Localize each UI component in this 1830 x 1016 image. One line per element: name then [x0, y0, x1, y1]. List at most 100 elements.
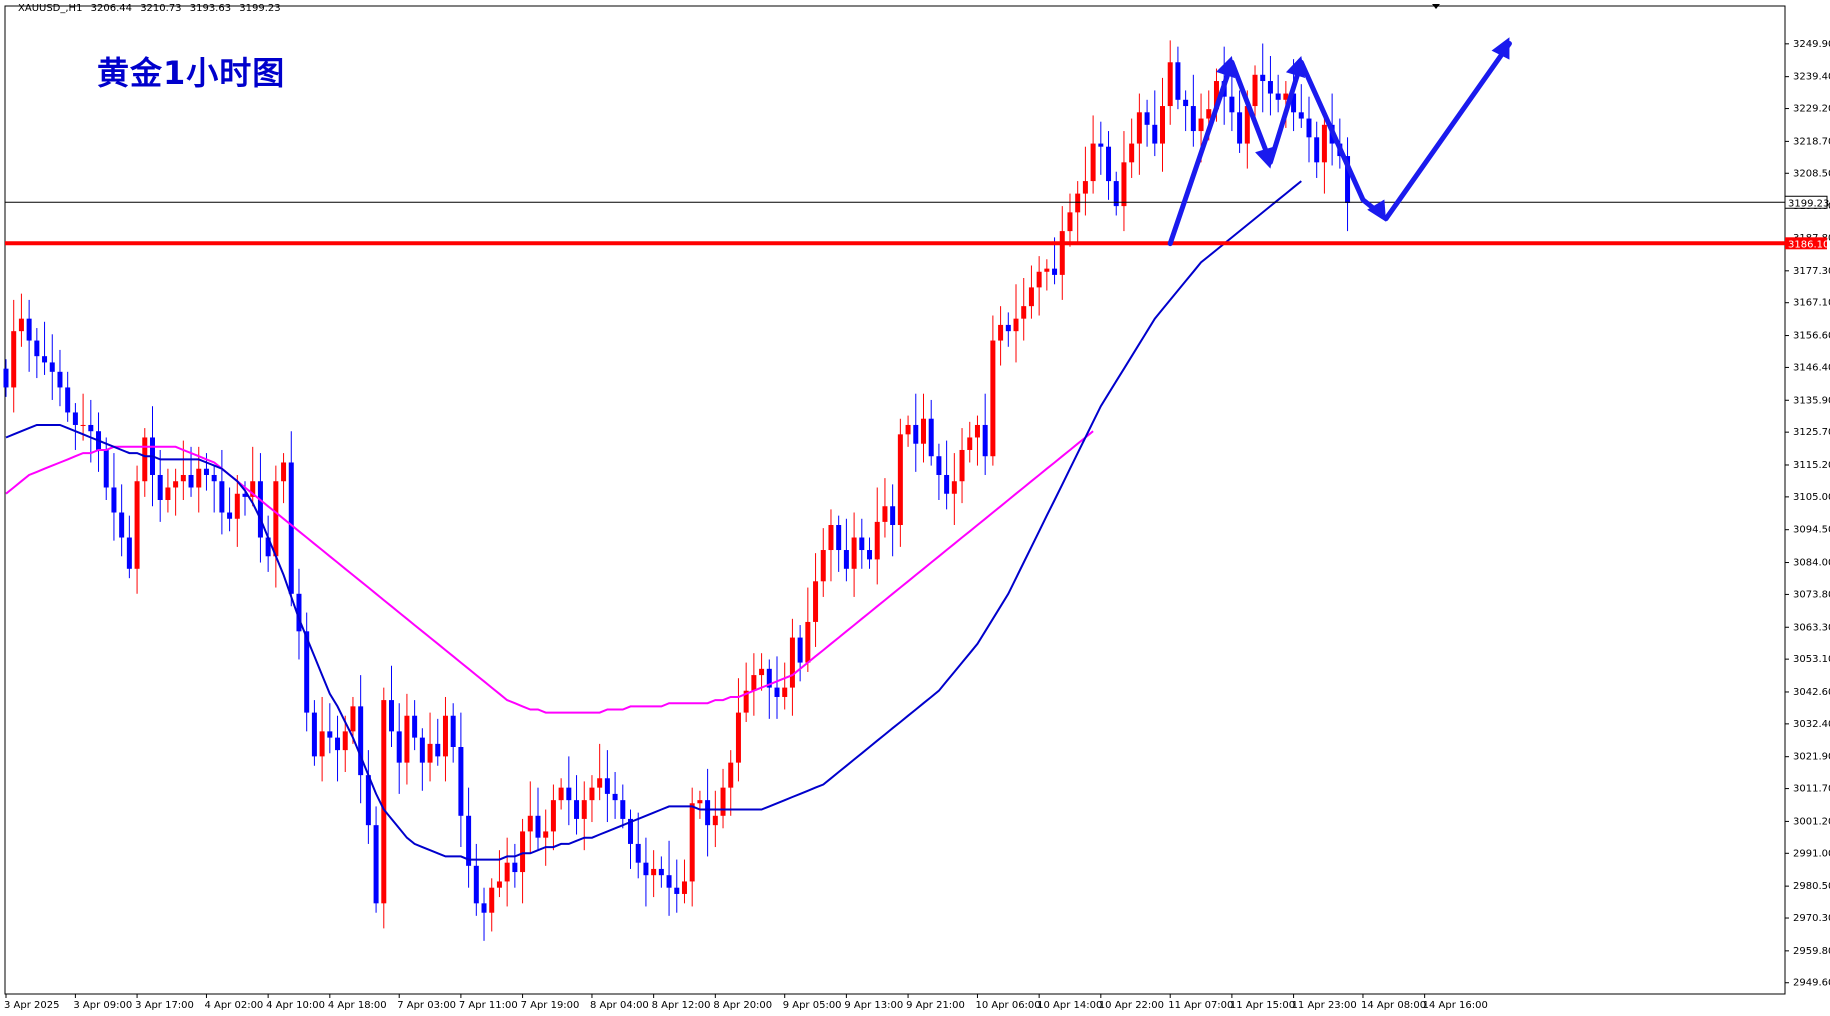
candle-body — [836, 525, 842, 551]
open-value: 3206.44 — [90, 3, 132, 14]
candle-body — [227, 512, 233, 519]
candle-body — [936, 456, 942, 475]
candle-body — [1129, 143, 1135, 163]
candle-body — [589, 787, 595, 801]
x-tick-label: 10 Apr 06:00 — [975, 1000, 1040, 1011]
candle-body — [543, 831, 549, 838]
x-tick-label: 4 Apr 02:00 — [204, 1000, 263, 1011]
analysis-up-arrow — [1383, 41, 1512, 222]
candle-body — [3, 368, 9, 388]
candle-body — [1090, 143, 1096, 182]
candle-body — [1075, 193, 1081, 213]
y-tick-label: 3084.00 — [1793, 558, 1830, 569]
candle-body — [1044, 268, 1050, 272]
candle-body — [882, 506, 888, 522]
candle-body — [1206, 109, 1212, 119]
candle-body — [389, 700, 394, 732]
candle-body — [951, 481, 957, 494]
candle-body — [1237, 112, 1243, 144]
y-tick-label: 3042.60 — [1793, 687, 1830, 698]
candle-body — [751, 675, 757, 691]
candle-body — [358, 706, 364, 776]
candle-body — [1306, 118, 1312, 138]
candle-body — [550, 800, 556, 832]
candle-body — [473, 865, 479, 904]
x-tick-label: 8 Apr 12:00 — [652, 1000, 711, 1011]
candle-body — [612, 793, 618, 801]
y-tick-label: 2980.50 — [1793, 881, 1830, 892]
candle-body — [1244, 106, 1250, 144]
candle-body — [789, 637, 795, 688]
candle-body — [49, 362, 55, 372]
y-tick-label: 3135.90 — [1793, 395, 1830, 406]
candle-body — [843, 550, 849, 569]
candle-body — [813, 581, 819, 622]
candle-body — [867, 550, 873, 560]
candle-body — [974, 424, 980, 438]
arrow-head — [1491, 37, 1510, 60]
candle-body — [80, 424, 86, 426]
y-tick-label: 3249.90 — [1793, 39, 1830, 50]
candle-body — [574, 800, 580, 819]
candle-body — [257, 481, 263, 538]
candle-body — [26, 318, 32, 341]
candle-body — [1121, 162, 1127, 207]
y-tick-label: 3229.20 — [1793, 104, 1830, 115]
candle-body — [350, 706, 356, 732]
ma-fast-line — [5, 180, 1302, 861]
x-tick-label: 4 Apr 10:00 — [266, 1000, 325, 1011]
candle-body — [527, 815, 533, 832]
candle-body — [1059, 231, 1065, 275]
candle-body — [743, 690, 749, 713]
candle-body — [419, 737, 425, 763]
y-tick-label: 3021.90 — [1793, 752, 1830, 763]
candle-body — [342, 731, 348, 751]
x-tick-label: 3 Apr 09:00 — [73, 1000, 132, 1011]
candle-body — [820, 550, 826, 582]
x-tick-label: 7 Apr 19:00 — [521, 1000, 580, 1011]
candle-body — [805, 621, 811, 663]
y-tick-label: 3105.00 — [1793, 492, 1830, 503]
candle-body — [288, 462, 294, 594]
y-tick-label: 3115.20 — [1793, 460, 1830, 471]
x-tick-label: 9 Apr 05:00 — [783, 1000, 842, 1011]
candle-body — [65, 387, 71, 413]
candle-body — [1052, 268, 1058, 275]
candle-body — [782, 687, 788, 697]
candle-body — [427, 743, 433, 763]
candle-body — [620, 800, 626, 819]
candle-body — [1144, 112, 1150, 125]
x-tick-label: 8 Apr 04:00 — [590, 1000, 649, 1011]
candle-body — [242, 493, 248, 497]
candle-body — [1190, 106, 1196, 132]
y-tick-label: 3156.60 — [1793, 331, 1830, 342]
ma-slow-line — [5, 430, 1094, 714]
candle-body — [157, 474, 163, 500]
candle-body — [990, 340, 996, 457]
x-tick-label: 10 Apr 22:00 — [1099, 1000, 1164, 1011]
candle-body — [1275, 93, 1281, 100]
x-tick-label: 7 Apr 03:00 — [397, 1000, 456, 1011]
candle-body — [481, 903, 487, 913]
y-tick-label: 2991.00 — [1793, 848, 1830, 859]
candle-body — [920, 418, 926, 444]
arrow-head — [1216, 56, 1236, 79]
candle-body — [666, 875, 672, 888]
candle-body — [1113, 181, 1119, 207]
x-tick-label: 10 Apr 14:00 — [1037, 1000, 1102, 1011]
candle-body — [728, 762, 734, 788]
candle-body — [859, 537, 865, 551]
candle-body — [967, 437, 973, 450]
candle-body — [435, 743, 441, 757]
candle-body — [42, 356, 48, 363]
y-tick-label: 3001.20 — [1793, 816, 1830, 827]
candle-body — [281, 462, 287, 482]
y-tick-label: 3218.70 — [1793, 136, 1830, 147]
candle-body — [188, 474, 194, 488]
chart-title: 黄金1小时图 — [97, 54, 286, 92]
candle-body — [72, 412, 78, 425]
candle-body — [103, 449, 109, 488]
candle-body — [581, 800, 587, 819]
support-price-box — [1785, 237, 1827, 250]
